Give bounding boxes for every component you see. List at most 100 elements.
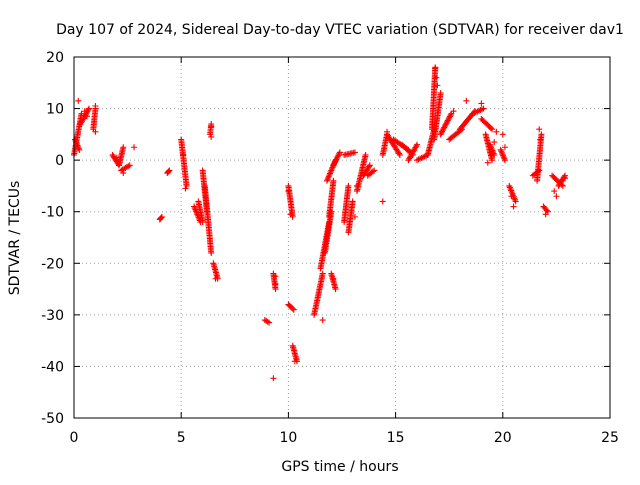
y-tick-label: -20 xyxy=(41,256,64,272)
data-point xyxy=(437,90,444,97)
data-point xyxy=(332,286,339,293)
data-point xyxy=(351,149,358,156)
data-point xyxy=(478,100,485,107)
data-point xyxy=(113,154,120,161)
data-point xyxy=(484,159,491,166)
data-point xyxy=(272,273,279,280)
chart-title: Day 107 of 2024, Sidereal Day-to-day VTE… xyxy=(56,22,624,38)
data-point xyxy=(561,173,568,180)
data-point xyxy=(92,102,99,109)
y-tick-label: 10 xyxy=(46,102,64,118)
data-point xyxy=(432,65,439,72)
data-point xyxy=(330,177,337,184)
data-point xyxy=(212,275,219,282)
data-point xyxy=(396,151,403,158)
data-point xyxy=(433,74,440,81)
data-point xyxy=(349,198,356,205)
data-point xyxy=(561,175,568,182)
data-point xyxy=(287,211,294,218)
data-point xyxy=(414,141,421,148)
data-point xyxy=(440,125,447,132)
data-point xyxy=(270,375,277,382)
data-point xyxy=(289,305,296,312)
x-tick-label: 5 xyxy=(177,430,186,446)
data-point xyxy=(499,131,506,138)
data-point xyxy=(413,143,420,150)
data-point xyxy=(335,152,342,159)
data-point xyxy=(537,136,544,143)
data-point xyxy=(366,162,373,169)
data-point xyxy=(439,127,446,134)
grid-layer xyxy=(74,57,610,418)
data-point xyxy=(285,188,292,195)
x-tick-label: 15 xyxy=(387,430,405,446)
data-point xyxy=(183,182,190,189)
data-point xyxy=(437,131,444,138)
data-point xyxy=(81,108,88,115)
data-point xyxy=(442,121,449,128)
data-point xyxy=(158,213,165,220)
data-point xyxy=(441,124,448,131)
data-point xyxy=(208,249,215,256)
data-point xyxy=(180,151,187,158)
data-point xyxy=(331,160,338,167)
data-point xyxy=(444,118,451,125)
data-point xyxy=(165,168,172,175)
x-tick-label: 25 xyxy=(601,430,619,446)
data-point xyxy=(131,144,138,151)
data-point xyxy=(434,82,441,89)
data-point xyxy=(463,97,470,104)
data-point xyxy=(319,270,326,277)
data-point xyxy=(446,114,453,121)
data-point xyxy=(291,358,298,365)
data-point xyxy=(354,182,361,189)
y-tick-label: -10 xyxy=(41,205,64,221)
plot-frame xyxy=(73,56,611,419)
data-point xyxy=(336,150,343,157)
data-point xyxy=(538,131,545,138)
data-point xyxy=(487,125,494,132)
data-point xyxy=(542,211,549,218)
data-point xyxy=(120,170,127,177)
data-point xyxy=(290,306,297,313)
data-point xyxy=(447,112,454,119)
data-point xyxy=(264,318,271,325)
data-point xyxy=(272,286,279,293)
data-point xyxy=(396,150,403,157)
data-point xyxy=(331,159,338,166)
y-tick-label: -30 xyxy=(41,308,64,324)
y-tick-label: 20 xyxy=(46,50,64,66)
data-point xyxy=(319,317,326,324)
data-point xyxy=(182,185,189,192)
y-tick-label: -50 xyxy=(41,411,64,427)
data-point xyxy=(83,113,90,120)
data-point xyxy=(208,133,215,140)
data-point xyxy=(362,151,369,158)
data-point xyxy=(438,129,445,136)
data-point xyxy=(501,144,508,151)
data-point xyxy=(439,128,446,135)
data-point xyxy=(333,155,340,162)
data-point xyxy=(491,139,498,146)
data-point xyxy=(85,106,92,113)
data-points-layer xyxy=(71,64,568,382)
y-tick-label: 0 xyxy=(55,153,64,169)
data-point xyxy=(508,193,515,200)
data-point xyxy=(445,116,452,123)
data-point xyxy=(208,123,215,130)
data-point xyxy=(158,214,165,221)
data-point xyxy=(553,193,560,200)
data-point xyxy=(384,128,391,135)
data-point xyxy=(489,151,496,158)
data-point xyxy=(450,108,457,115)
data-point xyxy=(351,213,358,220)
data-point xyxy=(332,158,339,165)
data-point xyxy=(543,207,550,214)
data-point xyxy=(92,128,99,135)
data-point xyxy=(444,117,451,124)
data-point xyxy=(120,144,127,151)
data-point xyxy=(330,275,337,282)
data-point xyxy=(369,168,376,175)
